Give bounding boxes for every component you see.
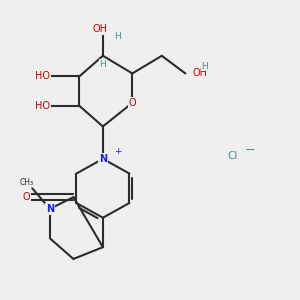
Text: HO: HO bbox=[35, 101, 50, 111]
Text: OH: OH bbox=[193, 68, 208, 78]
Text: Cl: Cl bbox=[227, 151, 238, 161]
Text: −: − bbox=[245, 143, 255, 157]
Text: OH: OH bbox=[92, 24, 107, 34]
Text: +: + bbox=[114, 147, 122, 156]
Text: O: O bbox=[128, 98, 136, 108]
Text: H: H bbox=[114, 32, 121, 41]
Text: N: N bbox=[46, 204, 54, 214]
Text: H: H bbox=[201, 61, 208, 70]
Text: N: N bbox=[99, 154, 107, 164]
Text: H: H bbox=[100, 60, 106, 69]
Text: HO: HO bbox=[35, 71, 50, 81]
Text: O: O bbox=[22, 192, 30, 202]
Text: CH₃: CH₃ bbox=[19, 178, 33, 187]
